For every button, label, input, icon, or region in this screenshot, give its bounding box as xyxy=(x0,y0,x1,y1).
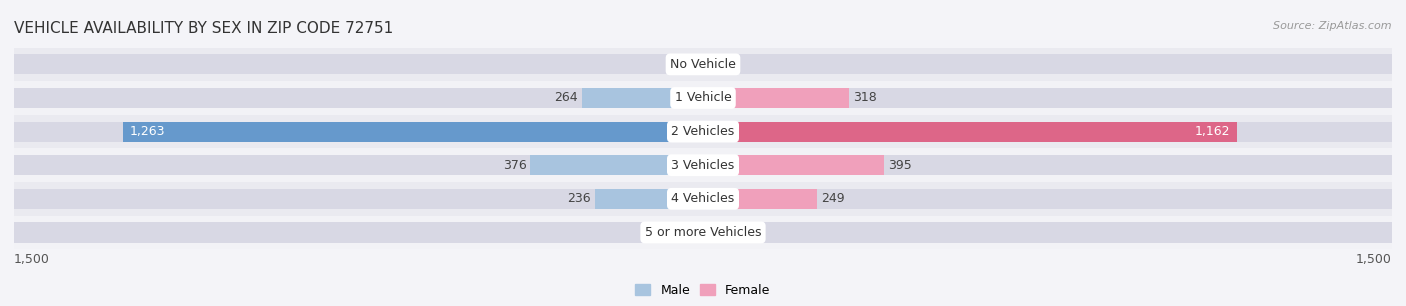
Bar xyxy=(14,121,703,142)
Bar xyxy=(703,222,1392,243)
Bar xyxy=(14,148,1392,182)
Bar xyxy=(685,54,703,74)
Text: 249: 249 xyxy=(821,192,845,205)
Bar xyxy=(703,189,817,209)
Text: 376: 376 xyxy=(503,159,527,172)
Text: 395: 395 xyxy=(889,159,912,172)
Legend: Male, Female: Male, Female xyxy=(630,279,776,302)
Bar xyxy=(595,189,703,209)
Bar xyxy=(703,222,744,243)
Text: 1,162: 1,162 xyxy=(1194,125,1230,138)
Bar xyxy=(14,189,703,209)
Bar xyxy=(14,81,1392,115)
Text: 39: 39 xyxy=(665,58,682,71)
Text: 1,500: 1,500 xyxy=(14,252,51,266)
Bar xyxy=(703,54,1392,74)
Bar xyxy=(14,88,703,108)
Text: 4 Vehicles: 4 Vehicles xyxy=(672,192,734,205)
Text: 23: 23 xyxy=(717,58,733,71)
Text: 88: 88 xyxy=(747,226,763,239)
Text: 2 Vehicles: 2 Vehicles xyxy=(672,125,734,138)
Bar xyxy=(703,121,1392,142)
Text: 3 Vehicles: 3 Vehicles xyxy=(672,159,734,172)
Text: No Vehicle: No Vehicle xyxy=(671,58,735,71)
Bar xyxy=(14,182,1392,216)
Bar xyxy=(122,121,703,142)
Bar xyxy=(703,155,884,175)
Bar xyxy=(530,155,703,175)
Text: 318: 318 xyxy=(852,91,876,104)
Text: 5 or more Vehicles: 5 or more Vehicles xyxy=(645,226,761,239)
Text: 264: 264 xyxy=(554,91,578,104)
Text: VEHICLE AVAILABILITY BY SEX IN ZIP CODE 72751: VEHICLE AVAILABILITY BY SEX IN ZIP CODE … xyxy=(14,21,394,36)
Bar xyxy=(703,54,714,74)
Bar xyxy=(582,88,703,108)
Text: 1,500: 1,500 xyxy=(1355,252,1392,266)
Bar xyxy=(703,121,1237,142)
Text: 1,263: 1,263 xyxy=(129,125,166,138)
Bar xyxy=(14,115,1392,148)
Bar xyxy=(703,88,1392,108)
Bar xyxy=(703,155,1392,175)
Bar xyxy=(661,222,703,243)
Text: Source: ZipAtlas.com: Source: ZipAtlas.com xyxy=(1274,21,1392,32)
Bar xyxy=(703,88,849,108)
Bar xyxy=(703,189,1392,209)
Text: 93: 93 xyxy=(641,226,657,239)
Bar xyxy=(14,47,1392,81)
Text: 1 Vehicle: 1 Vehicle xyxy=(675,91,731,104)
Bar xyxy=(14,155,703,175)
Bar xyxy=(14,222,703,243)
Text: 236: 236 xyxy=(567,192,591,205)
Bar xyxy=(14,54,703,74)
Bar xyxy=(14,216,1392,249)
